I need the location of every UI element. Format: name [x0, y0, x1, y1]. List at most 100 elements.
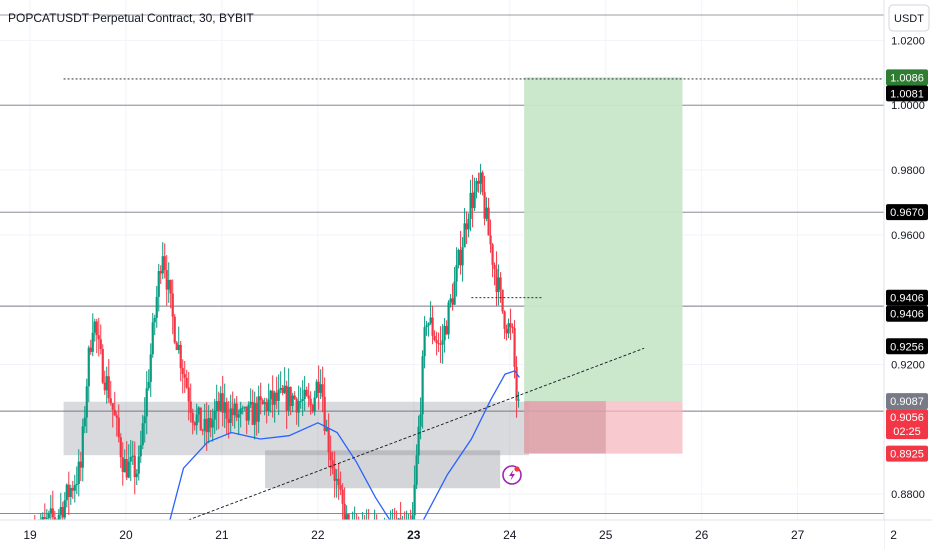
candle-body [435, 340, 438, 344]
candle-body [465, 223, 468, 230]
candle-body [453, 281, 456, 305]
candle-body [81, 426, 84, 468]
candle-body [87, 347, 90, 387]
candle-body [193, 422, 196, 426]
candle-body [69, 487, 72, 498]
candle-body [293, 395, 296, 399]
candle-body [105, 376, 108, 391]
candle-body [169, 279, 172, 294]
x-tick-label: 20 [119, 528, 133, 542]
candle-body [63, 500, 66, 518]
candle-body [225, 402, 228, 419]
candle-body [47, 513, 50, 519]
candle-body [145, 388, 148, 417]
candle-body [205, 418, 208, 433]
price-tag-label: 0.9406 [890, 293, 924, 305]
candle-body [339, 485, 342, 490]
candle-body [513, 327, 516, 367]
candle-body [173, 316, 176, 343]
candle-body [423, 327, 426, 357]
x-tick-label: 27 [791, 528, 805, 542]
candle-body [429, 317, 432, 324]
candle-body [245, 406, 248, 421]
y-tick-label: 1.0200 [891, 35, 925, 47]
candle-body [45, 518, 48, 519]
candle-body [431, 317, 434, 336]
candle-body [501, 289, 504, 312]
price-tag-bg [886, 409, 928, 440]
candle-body [283, 385, 286, 393]
trendline [188, 347, 645, 521]
candle-body [265, 402, 268, 412]
loss-zone-filled[interactable] [524, 401, 606, 454]
candle-body [517, 399, 520, 401]
candle-body [75, 484, 78, 486]
y-tick-label: 0.9600 [891, 230, 925, 242]
candle-body [475, 180, 478, 192]
candle-body [83, 417, 86, 427]
candle-body [481, 172, 484, 193]
candle-body [235, 403, 238, 418]
long-position-tool[interactable] [524, 77, 683, 454]
candle-body [241, 407, 244, 409]
candle-body [281, 387, 284, 393]
candle-body [101, 349, 104, 383]
candle-body [231, 408, 234, 416]
candle-body [203, 418, 206, 431]
candle-body [89, 347, 92, 352]
candle-body [65, 484, 68, 501]
candle-body [335, 478, 338, 481]
candle-body [295, 398, 298, 413]
candle-body [253, 403, 256, 425]
candle-body [191, 412, 194, 423]
candle-body [123, 459, 126, 473]
candle-body [455, 264, 458, 282]
x-tick-label: 26 [695, 528, 709, 542]
candle-body [277, 389, 280, 401]
candle-body [497, 277, 500, 293]
time-axis[interactable]: 19 20 21 22 23 24 25 26 27 2 [0, 519, 932, 550]
candle-body [141, 423, 144, 446]
candle-body [289, 386, 292, 406]
candle-body [137, 456, 140, 474]
candle-body [507, 323, 510, 334]
candle-body [285, 385, 288, 411]
candle-body [107, 376, 110, 399]
candle-body [49, 508, 52, 514]
candle-body [307, 395, 310, 399]
candle-body [503, 311, 506, 329]
x-tick-label: 23 [407, 528, 421, 542]
candle-body [251, 401, 254, 425]
candle-body [297, 401, 300, 413]
candle-body [103, 382, 106, 391]
y-tick-label: 1.0000 [891, 100, 925, 112]
profit-zone[interactable] [524, 77, 683, 402]
candle-body [129, 456, 132, 462]
candle-body [201, 430, 204, 432]
countdown-label: 02:25 [893, 426, 921, 438]
candle-body [319, 384, 322, 393]
candle-body [499, 277, 502, 290]
candle-body [325, 428, 328, 432]
candle-body [73, 485, 76, 491]
candle-body [469, 192, 472, 219]
candle-body [303, 389, 306, 400]
price-tag-bg [886, 69, 928, 86]
candle-body [117, 417, 120, 438]
time-axis-bg[interactable] [0, 520, 884, 550]
candle-body [183, 374, 186, 378]
candle-body [449, 298, 452, 303]
candle-body [341, 489, 344, 504]
candle-body [515, 366, 518, 401]
candle-body [487, 207, 490, 236]
candle-body [97, 335, 100, 340]
lightning-icon[interactable] [502, 465, 522, 485]
chart-title: POPCATUSDT Perpetual Contract, 30, BYBIT [8, 11, 254, 25]
currency-button[interactable]: USDT [888, 4, 930, 32]
price-tag-bg [886, 445, 928, 462]
candle-body [247, 404, 250, 421]
price-tag-label: 0.9056 [890, 412, 924, 424]
candle-body [275, 392, 278, 401]
